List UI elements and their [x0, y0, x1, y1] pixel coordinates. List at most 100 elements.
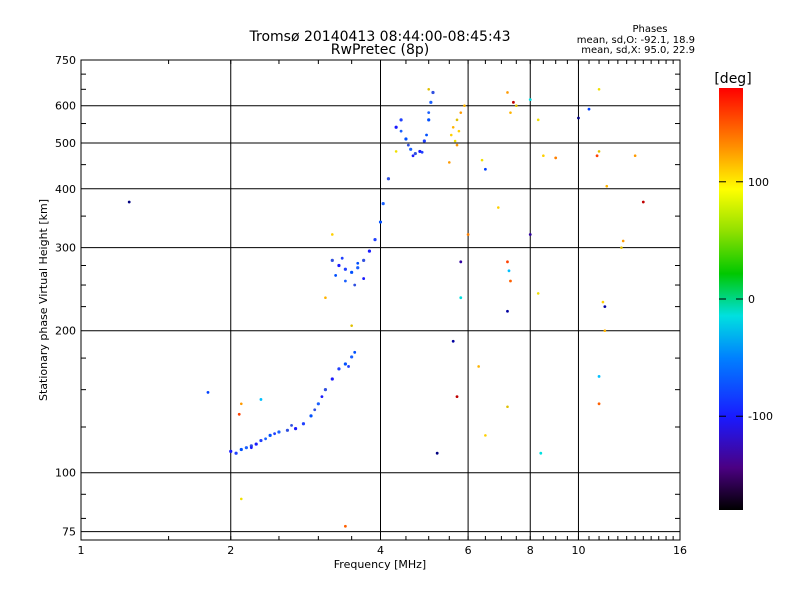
o-cloud-point [264, 437, 267, 441]
x-tick-label-2: 4 [377, 544, 384, 557]
o-cloud-point [427, 111, 431, 115]
x-mode-point [324, 296, 327, 300]
x-mode-point [451, 125, 455, 129]
o-trace-point [293, 427, 298, 431]
o-trace-point [316, 402, 320, 406]
o-trace-point [429, 100, 433, 104]
scatter-point [506, 260, 509, 264]
x-mode-point [605, 184, 609, 188]
o-trace-point [244, 446, 248, 450]
o-cloud-point [425, 133, 428, 137]
stats-line-o: mean, sd,O: -92.1, 18.9 [577, 35, 695, 46]
o-cloud-point [343, 279, 347, 283]
o-trace-point [285, 428, 290, 432]
x-mode-point [633, 154, 637, 158]
o-cloud-point [273, 432, 276, 436]
grid-layer [80, 59, 681, 540]
o-trace-point [350, 355, 354, 359]
y-tick-label-3: 300 [55, 242, 76, 255]
x-mode-point [459, 111, 463, 114]
x-tick-label-5: 10 [571, 544, 585, 557]
o-trace-point [277, 430, 281, 434]
o-trace-point [337, 263, 341, 268]
o-trace-point [422, 139, 426, 143]
o-trace-point [356, 266, 360, 270]
o-trace-point [381, 202, 385, 206]
o-cloud-point [290, 423, 293, 427]
scatter-point [597, 375, 601, 378]
o-cloud-point [356, 261, 360, 265]
scatter-point [577, 116, 580, 120]
chart-subtitle: RwPretec (8p) [331, 42, 429, 58]
x-mode-point [603, 329, 607, 333]
x-mode-point [597, 88, 601, 91]
x-mode-point [447, 161, 451, 164]
y-tick-label-6: 600 [55, 100, 76, 113]
x-mode-point [536, 292, 540, 295]
scatter-point [507, 269, 511, 273]
x-mode-point [239, 497, 243, 501]
y-tick-label-5: 500 [55, 137, 76, 150]
o-trace-point [259, 438, 263, 443]
o-trace-point [330, 258, 334, 262]
data-points-layer [127, 88, 645, 528]
o-cloud-point [249, 446, 253, 450]
x-mode-point [394, 150, 398, 153]
x-mode-point [542, 154, 545, 158]
o-trace-point [409, 147, 413, 151]
x-mode-point [509, 111, 512, 114]
stats-heading: Phases [632, 24, 667, 35]
o-cloud-point [347, 365, 350, 368]
x-mode-point [506, 405, 509, 409]
colorbar-tick-label-0: -100 [748, 410, 773, 423]
o-trace-point [373, 238, 377, 242]
x-mode-point [620, 246, 623, 249]
x-mode-point [496, 206, 500, 209]
scatter-point [455, 395, 459, 399]
scatter-point [528, 98, 532, 102]
o-trace-point [427, 118, 431, 122]
scatter-point [506, 309, 509, 313]
y-tick-label-2: 200 [55, 325, 76, 338]
x-axis-label: Frequency [MHz] [334, 558, 426, 571]
x-mode-point [477, 365, 480, 368]
o-trace-point [350, 270, 354, 274]
o-trace-point [254, 442, 258, 446]
o-trace-point [413, 151, 417, 156]
o-cloud-point [353, 283, 357, 287]
scatter-point [259, 398, 263, 401]
x-mode-point [453, 139, 457, 143]
scatter-point [528, 233, 532, 236]
colorbar-label: [deg] [714, 71, 751, 87]
y-tick-label-7: 750 [55, 54, 76, 67]
o-trace-point [362, 258, 366, 262]
x-mode-point [480, 158, 484, 162]
plot-frame [80, 59, 681, 541]
o-trace-point [404, 137, 408, 141]
o-trace-point [323, 388, 328, 392]
o-trace-point [343, 267, 347, 271]
x-mode-point [239, 402, 243, 406]
x-mode-point [449, 133, 453, 137]
y-axis-label: Stationary phase Virtual Height [km] [37, 199, 50, 401]
colorbar-tick-label-1: 0 [748, 293, 755, 306]
scatter-point [451, 339, 455, 343]
scatter-point [512, 100, 515, 104]
o-cloud-point [420, 150, 424, 154]
o-trace-point [367, 249, 372, 253]
o-trace-point [418, 149, 422, 154]
scatter-point [435, 451, 439, 455]
scatter-point [237, 412, 241, 416]
o-cloud-point [411, 154, 415, 158]
o-cloud-point [406, 143, 410, 147]
scatter-point [509, 279, 512, 283]
scatter-point [459, 260, 463, 264]
scatter-point [603, 305, 607, 309]
x-mode-point [463, 104, 466, 108]
x-mode-point [601, 300, 605, 304]
x-tick-label-6: 16 [673, 544, 687, 557]
y-tick-label-0: 75 [62, 526, 76, 539]
scatter-point [597, 402, 601, 406]
o-trace-point [301, 422, 306, 426]
scatter-point [459, 296, 463, 300]
